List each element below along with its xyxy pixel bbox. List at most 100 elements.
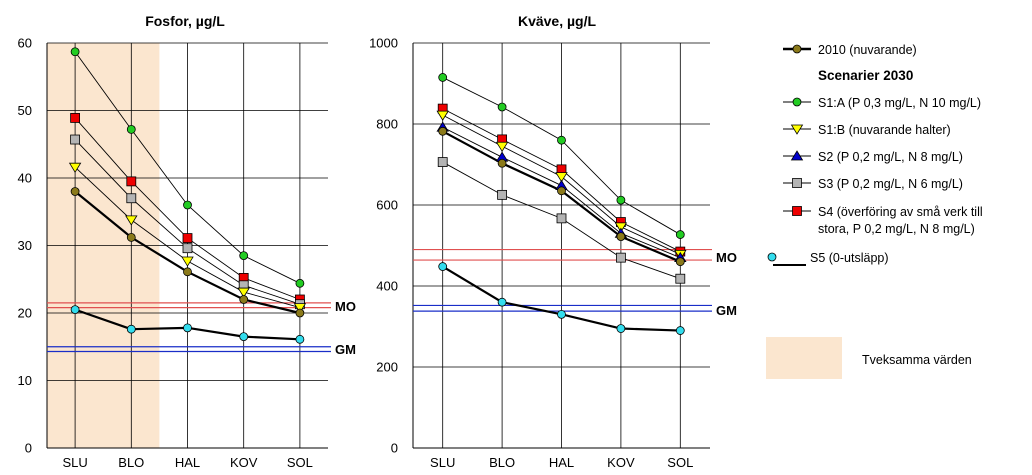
- phosphorus-point-s5: [295, 334, 305, 344]
- legend-marker-s2: [790, 150, 804, 161]
- phosphorus-gm-label: GM: [335, 342, 356, 357]
- phosphorus-x-tick-label: SLU: [62, 455, 87, 470]
- nitrogen-y-tick-label: 0: [391, 441, 398, 456]
- nitrogen-point-s1a: [438, 73, 448, 82]
- phosphorus-chart-title: Fosfor, µg/L: [145, 13, 225, 29]
- nitrogen-point-baseline: [438, 126, 448, 136]
- phosphorus-point-s5: [126, 324, 136, 334]
- nitrogen-x-tick-label: BLO: [489, 455, 515, 470]
- phosphorus-y-tick-label: 60: [18, 36, 32, 51]
- nitrogen-chart: 0 200 400 600 800 1000 SLU BLO HAL KOV SOL Kväve, …: [369, 13, 737, 470]
- nitrogen-point-s1a: [497, 102, 507, 112]
- phosphorus-point-s1b: [125, 215, 138, 226]
- nitrogen-point-baseline: [557, 186, 566, 196]
- phosphorus-y-tick-label: 40: [18, 171, 32, 186]
- phosphorus-point-s1b: [237, 287, 250, 298]
- nitrogen-point-s3: [497, 189, 508, 200]
- phosphorus-point-s1b: [293, 303, 307, 314]
- legend-label-s1b: S1:B (nuvarande halter): [818, 123, 951, 137]
- legend-doubtful-swatch: [766, 337, 842, 379]
- phosphorus-point-s3: [126, 193, 137, 204]
- legend-label-s5: S5 (0-utsläpp): [810, 251, 889, 265]
- phosphorus-y-tick-label: 0: [25, 441, 32, 456]
- legend-label-s4-line2: stora, P 0,2 mg/L, N 8 mg/L): [818, 222, 975, 236]
- nitrogen-point-s5: [438, 262, 448, 271]
- phosphorus-point-s3: [70, 134, 80, 145]
- phosphorus-mo-label: MO: [335, 299, 356, 314]
- phosphorus-point-s5: [70, 305, 80, 315]
- phosphorus-point-s1b: [181, 256, 194, 267]
- legend-label-s1a: S1:A (P 0,3 mg/L, N 10 mg/L): [818, 96, 981, 110]
- nitrogen-point-s1a: [616, 195, 626, 205]
- legend-label-s3: S3 (P 0,2 mg/L, N 6 mg/L): [818, 177, 963, 191]
- nitrogen-point-s3: [616, 252, 626, 263]
- phosphorus-x-tick-label: BLO: [118, 455, 144, 470]
- legend-marker-s1b: [790, 124, 804, 135]
- phosphorus-point-s1a: [126, 124, 136, 134]
- phosphorus-x-tick-label: SOL: [287, 455, 313, 470]
- legend-marker-baseline: [792, 44, 802, 54]
- nitrogen-x-tick-label: SLU: [430, 455, 455, 470]
- nitrogen-x-tick-label: KOV: [607, 455, 635, 470]
- legend-label-baseline: 2010 (nuvarande): [818, 43, 917, 57]
- phosphorus-point-baseline: [295, 308, 305, 318]
- legend-marker-s5: [767, 252, 777, 262]
- phosphorus-point-baseline: [70, 187, 80, 196]
- nitrogen-point-s1a: [675, 230, 685, 239]
- nitrogen-point-s5: [557, 309, 566, 319]
- phosphorus-point-s4: [70, 113, 80, 123]
- nitrogen-point-s5: [675, 326, 685, 335]
- phosphorus-point-baseline: [183, 267, 192, 277]
- nitrogen-point-baseline: [675, 257, 685, 267]
- nitrogen-point-s1b: [436, 110, 449, 121]
- phosphorus-y-tick-label: 20: [18, 306, 32, 321]
- phosphorus-point-s1a: [239, 251, 249, 261]
- phosphorus-plot-area: 0 10 20 30 40 50 60 SLU BLO HAL KOV SOL: [18, 36, 331, 470]
- phosphorus-point-s1a: [295, 278, 305, 288]
- nitrogen-point-baseline: [616, 232, 626, 241]
- phosphorus-point-s3: [182, 243, 193, 254]
- phosphorus-point-s4: [182, 233, 193, 243]
- nitrogen-point-s3: [437, 157, 448, 167]
- phosphorus-point-baseline: [126, 232, 136, 242]
- nitrogen-y-tick-label: 800: [376, 117, 398, 132]
- phosphorus-y-tick-label: 50: [18, 103, 32, 118]
- nitrogen-y-tick-label: 600: [376, 198, 398, 213]
- nitrogen-plot-area: 0 200 400 600 800 1000 SLU BLO HAL KOV SOL: [369, 36, 712, 470]
- legend-heading: Scenarier 2030: [818, 68, 913, 83]
- phosphorus-x-tick-label: KOV: [230, 455, 258, 470]
- nitrogen-y-tick-label: 400: [376, 279, 398, 294]
- legend-label-s2: S2 (P 0,2 mg/L, N 8 mg/L): [818, 150, 963, 164]
- nitrogen-point-s1a: [557, 135, 566, 145]
- legend-marker-s4: [792, 206, 802, 216]
- legend-label-s4-line1: S4 (överföring av små verk till: [818, 205, 983, 219]
- nitrogen-x-tick-label: HAL: [549, 455, 574, 470]
- phosphorus-y-tick-label: 10: [18, 373, 32, 388]
- nitrogen-point-s1b: [614, 222, 628, 233]
- phosphorus-y-tick-label: 30: [18, 238, 32, 253]
- phosphorus-point-s4: [126, 176, 137, 187]
- phosphorus-chart: 0 10 20 30 40 50 60 SLU BLO HAL KOV SOL Fosfor, µg/…: [18, 13, 356, 470]
- nitrogen-point-s1b: [495, 141, 509, 153]
- nitrogen-mo-label: MO: [716, 250, 737, 265]
- phosphorus-point-s1a: [70, 47, 80, 57]
- phosphorus-point-baseline: [239, 295, 249, 304]
- phosphorus-point-s5: [183, 323, 192, 333]
- nitrogen-point-s1b: [555, 172, 568, 183]
- legend-marker-s3: [792, 178, 802, 188]
- nitrogen-point-s5: [616, 324, 626, 333]
- nitrogen-chart-title: Kväve, µg/L: [518, 13, 597, 29]
- legend-marker-s1a: [792, 97, 802, 107]
- phosphorus-x-tick-label: HAL: [175, 455, 200, 470]
- phosphorus-point-s1a: [183, 200, 192, 210]
- nitrogen-point-s3: [675, 273, 686, 284]
- nitrogen-y-tick-label: 200: [376, 360, 398, 375]
- legend: 2010 (nuvarande) Scenarier 2030 S1:A (P …: [766, 43, 983, 379]
- nitrogen-point-s5: [497, 297, 507, 307]
- legend-label-doubtful: Tveksamma värden: [862, 353, 972, 367]
- phosphorus-point-s5: [239, 332, 249, 342]
- nitrogen-x-tick-label: SOL: [667, 455, 693, 470]
- phosphorus-point-s1b: [68, 162, 82, 173]
